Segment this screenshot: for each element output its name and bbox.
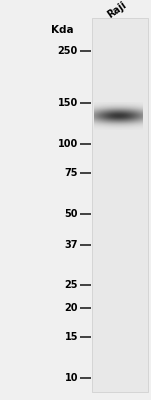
Text: 50: 50: [64, 210, 78, 220]
Text: 25: 25: [64, 280, 78, 290]
Text: 75: 75: [64, 168, 78, 178]
Text: 20: 20: [64, 302, 78, 312]
Text: Kda: Kda: [51, 25, 74, 35]
Text: 100: 100: [58, 139, 78, 149]
Text: 15: 15: [64, 332, 78, 342]
Text: Raji: Raji: [106, 0, 129, 20]
Bar: [92, 18, 148, 392]
Text: 10: 10: [64, 373, 78, 383]
Text: 150: 150: [58, 98, 78, 108]
Text: 250: 250: [58, 46, 78, 56]
Text: 37: 37: [64, 240, 78, 250]
